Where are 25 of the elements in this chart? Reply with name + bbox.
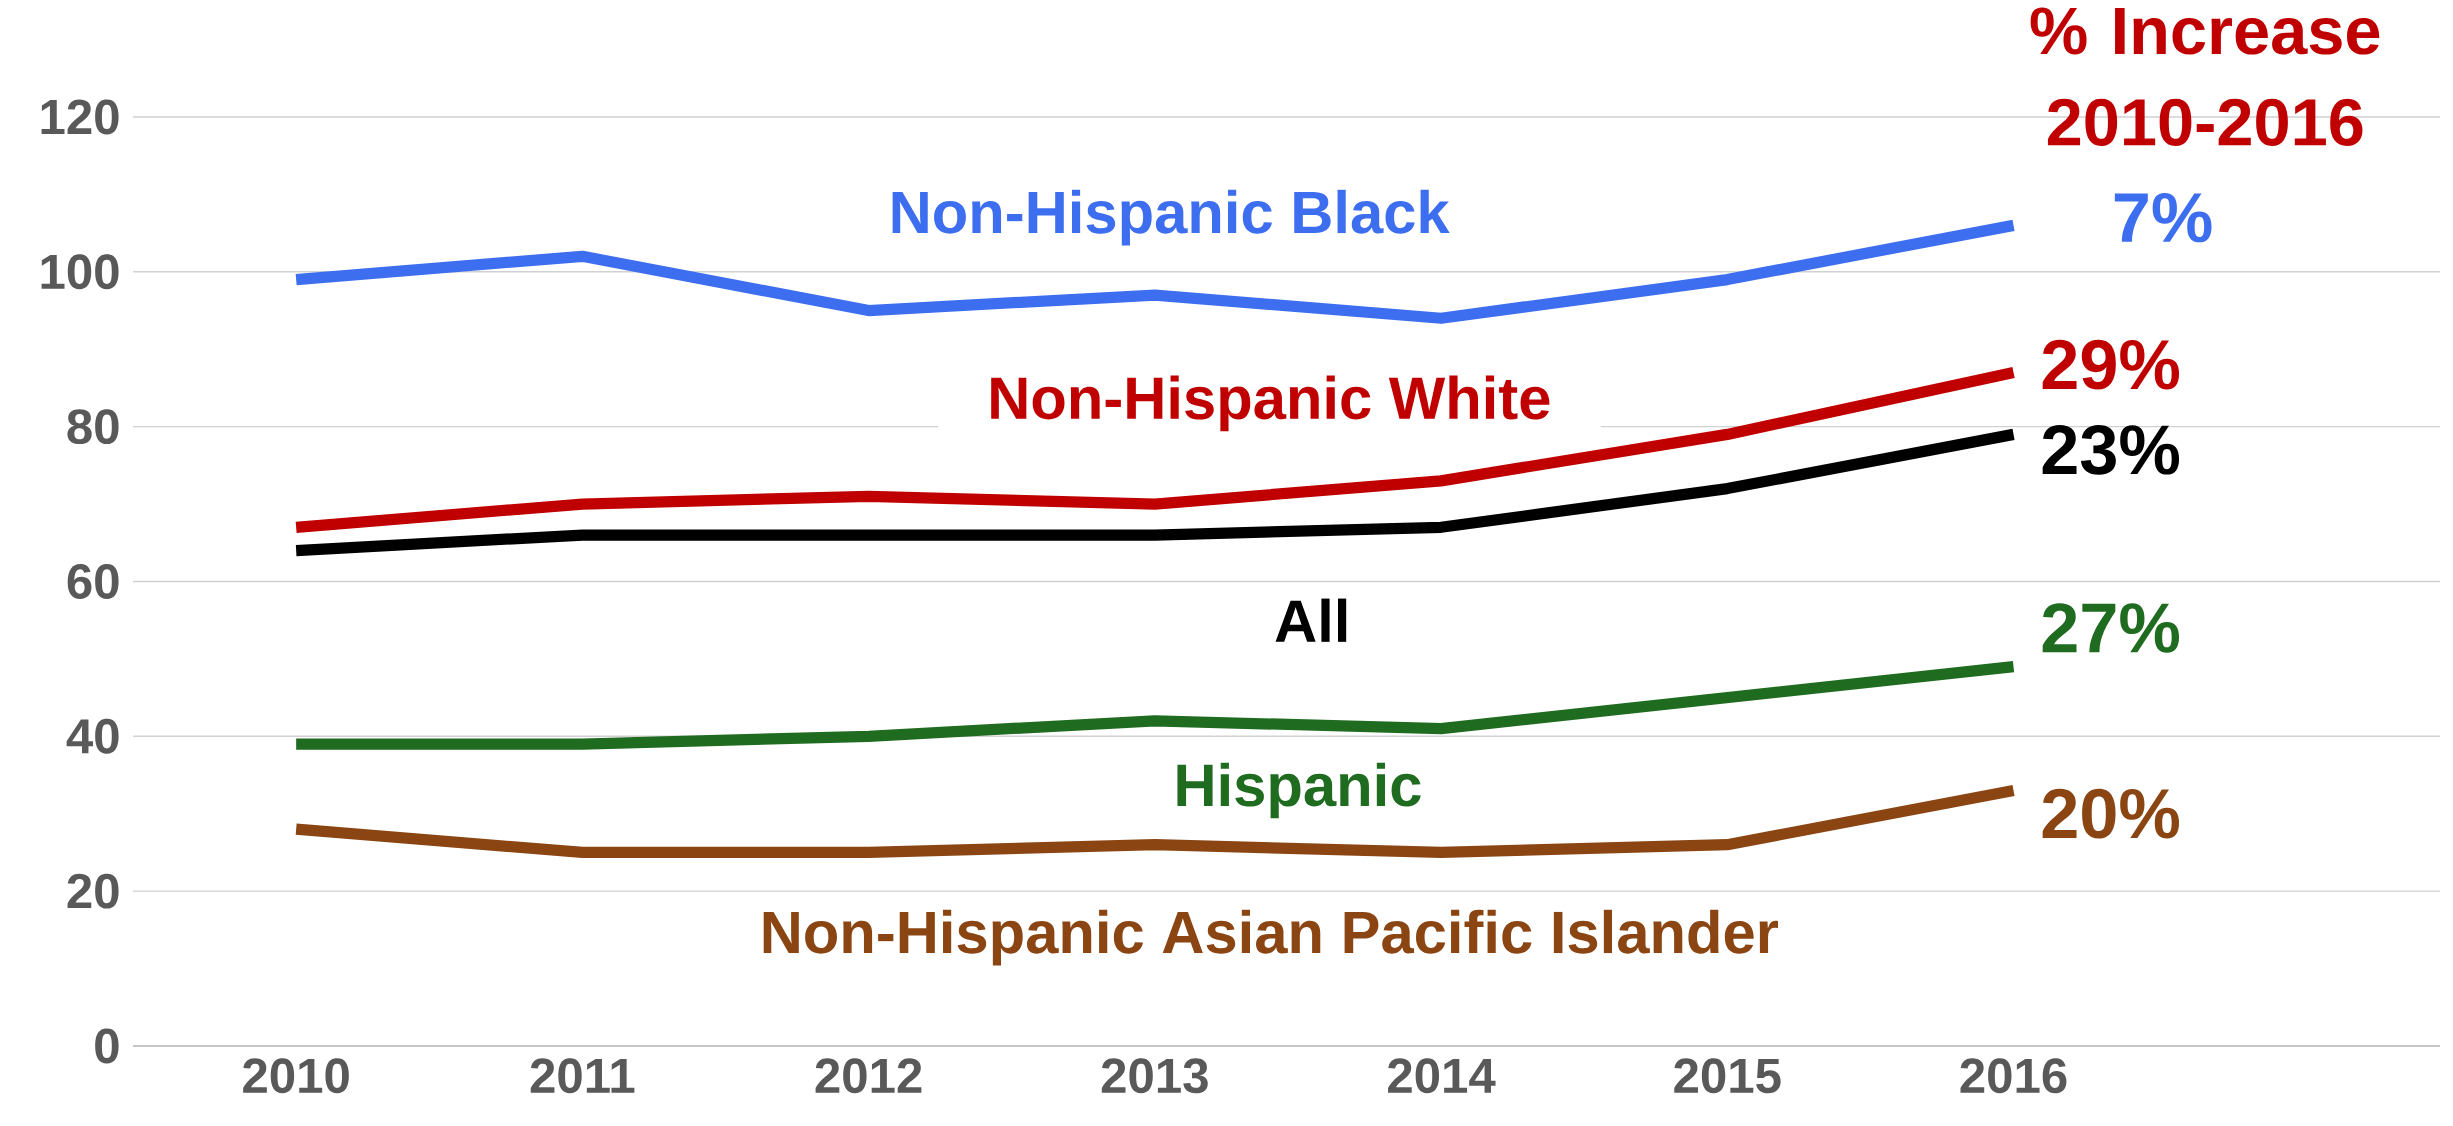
x-tick-label: 2016	[1960, 1058, 2067, 1094]
y-tick-label: 60	[67, 564, 119, 599]
annotation: % Increase 2010-2016	[2030, 7, 2380, 146]
series-label: Hispanic	[1177, 762, 1421, 819]
annotation: 7%	[2114, 192, 2212, 243]
series-label: All	[1275, 598, 1347, 642]
x-tick-label: 2013	[1101, 1058, 1208, 1094]
annotation: 27%	[2042, 603, 2180, 653]
y-tick-label: 80	[67, 409, 119, 445]
y-tick-label: 40	[66, 718, 119, 754]
x-tick-label: 2011	[530, 1058, 635, 1094]
y-tick-label: 120	[41, 99, 119, 135]
series-label: Non-Hispanic Asian Pacific Islander	[763, 909, 1779, 966]
y-tick-label: 100	[41, 254, 119, 290]
x-tick-label: 2014	[1388, 1058, 1496, 1094]
series-label: Non-Hispanic Black	[892, 189, 1450, 246]
y-tick-label: 0	[95, 1028, 119, 1064]
x-tick-label: 2012	[815, 1058, 922, 1094]
annotation: 20%	[2042, 788, 2180, 839]
x-tick-label: 2010	[243, 1058, 349, 1094]
x-tick-label: 2015	[1674, 1058, 1781, 1094]
series-label: Non-Hispanic White	[991, 375, 1550, 432]
annotation: 29%	[2042, 339, 2180, 390]
y-tick-label: 20	[67, 873, 119, 909]
annotation: 23%	[2042, 424, 2180, 475]
